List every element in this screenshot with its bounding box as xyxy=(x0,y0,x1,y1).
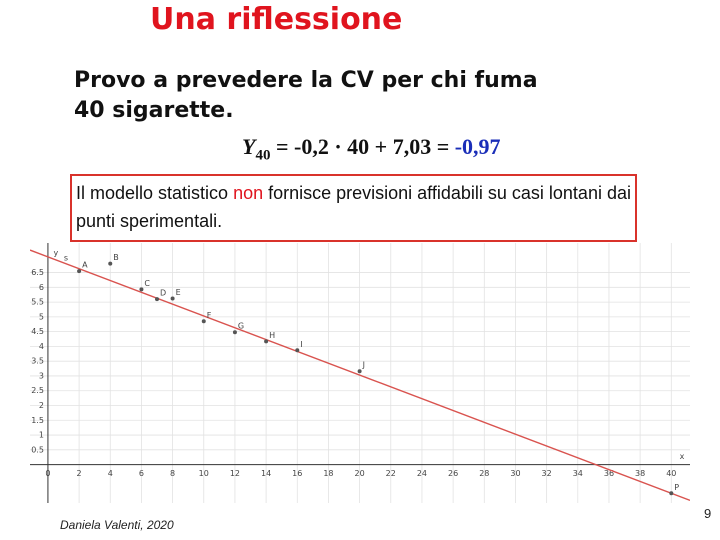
point-label: F xyxy=(207,311,212,320)
y-tick-label: 1.5 xyxy=(31,416,44,425)
y-tick-label: 2 xyxy=(39,401,44,410)
point-label: A xyxy=(82,261,88,270)
y-tick-label: 2.5 xyxy=(31,386,44,395)
point xyxy=(357,369,362,374)
x-tick-label: 18 xyxy=(323,469,333,478)
x-tick-label: 6 xyxy=(139,469,144,478)
y-tick-label: 6 xyxy=(39,283,44,292)
point-label: H xyxy=(269,331,275,340)
chart: 02468101214161820222426283032343638400.5… xyxy=(30,243,690,503)
point-label: G xyxy=(238,322,244,331)
note-emphasis: non xyxy=(233,183,264,203)
x-tick-label: 28 xyxy=(479,469,489,478)
point xyxy=(155,297,160,302)
y-tick-label: 0.5 xyxy=(31,445,44,454)
page-number: 9 xyxy=(704,506,712,521)
x-tick-label: 24 xyxy=(417,469,427,478)
point-label: P xyxy=(674,483,679,492)
x-tick-label: 30 xyxy=(510,469,520,478)
y-tick-label: 3.5 xyxy=(31,357,44,366)
formula-sub: 40 xyxy=(255,147,271,164)
point xyxy=(669,491,674,496)
x-tick-label: 20 xyxy=(355,469,365,478)
y-tick-label: 4.5 xyxy=(31,327,44,336)
x-tick-label: 16 xyxy=(292,469,302,478)
x-axis-label: x xyxy=(680,452,685,461)
y-tick-label: 5 xyxy=(39,312,44,321)
point-label: E xyxy=(176,288,181,297)
y-tick-label: 5.5 xyxy=(31,298,44,307)
point xyxy=(139,287,144,292)
prompt-box: Provo a prevedere la CV per chi fuma 40 … xyxy=(66,58,636,170)
author: Daniela Valenti, 2020 xyxy=(60,518,174,532)
x-tick-label: 2 xyxy=(77,469,82,478)
x-tick-label: 12 xyxy=(230,469,240,478)
point-label: B xyxy=(113,253,119,262)
point xyxy=(108,261,113,266)
x-tick-label: 10 xyxy=(199,469,209,478)
prompt-line: 40 sigarette. xyxy=(74,98,234,123)
x-tick-label: 14 xyxy=(261,469,271,478)
fit-line xyxy=(30,249,690,501)
point xyxy=(264,339,269,344)
point xyxy=(170,296,175,301)
point xyxy=(201,319,206,324)
x-tick-label: 40 xyxy=(666,469,676,478)
y-tick-label: 6.5 xyxy=(31,268,44,277)
y-tick-label: 4 xyxy=(39,342,44,351)
x-tick-label: 36 xyxy=(604,469,614,478)
note-box: Il modello statistico non fornisce previ… xyxy=(70,174,637,242)
note-text: Il modello statistico xyxy=(76,183,234,203)
x-tick-label: 26 xyxy=(448,469,458,478)
x-tick-label: 38 xyxy=(635,469,645,478)
x-tick-label: 8 xyxy=(170,469,175,478)
note-text: fornisce previsioni affidabili su casi l… xyxy=(76,183,631,231)
x-tick-label: 34 xyxy=(573,469,583,478)
x-tick-label: 32 xyxy=(542,469,552,478)
y-tick-label: 1 xyxy=(39,431,44,440)
x-tick-label: 22 xyxy=(386,469,396,478)
point-label: D xyxy=(160,289,166,298)
formula-result: -0,97 xyxy=(454,134,501,159)
point-label: J xyxy=(362,361,365,370)
formula-var: Y xyxy=(242,134,256,159)
point xyxy=(232,330,237,335)
point-label: C xyxy=(144,279,150,288)
point xyxy=(295,348,300,353)
formula: Y40 = -0,2 · 40 + 7,03 = -0,97 xyxy=(242,134,501,164)
fit-label: s xyxy=(64,253,68,262)
point-label: I xyxy=(300,340,302,349)
y-axis-label: y xyxy=(54,249,59,258)
point xyxy=(77,269,82,274)
prompt-line: Provo a prevedere la CV per chi fuma xyxy=(74,68,538,93)
slide-title: Una riflessione xyxy=(150,2,403,37)
x-tick-label: 4 xyxy=(108,469,113,478)
y-tick-label: 3 xyxy=(39,371,44,380)
formula-body: = -0,2 · 40 + 7,03 = xyxy=(270,134,455,159)
